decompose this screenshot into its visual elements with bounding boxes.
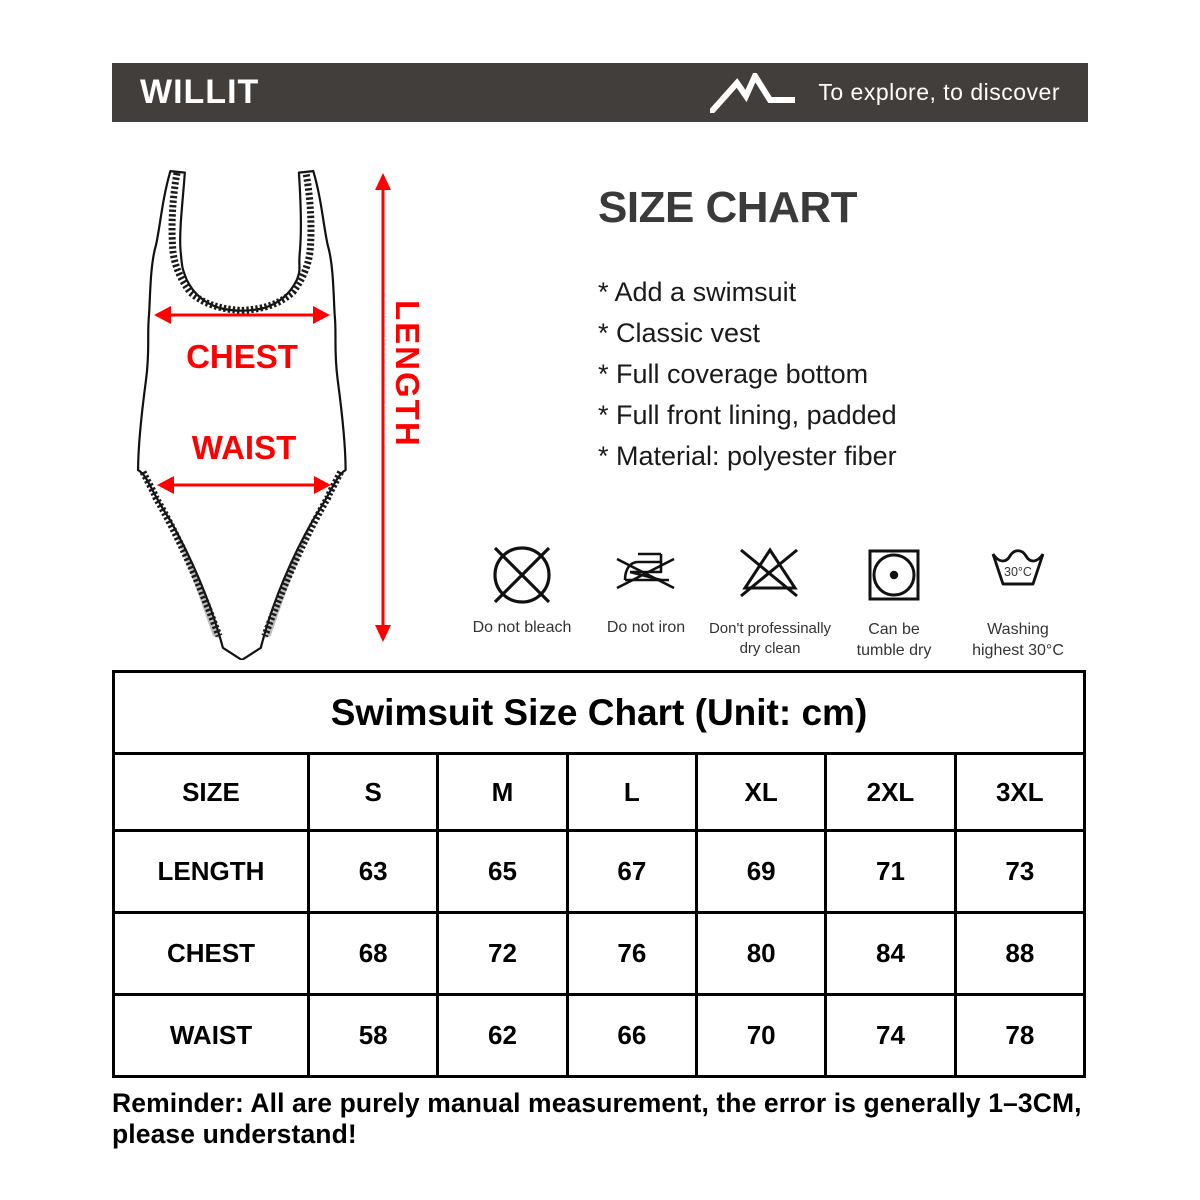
svg-text:30°C: 30°C	[1004, 565, 1032, 579]
